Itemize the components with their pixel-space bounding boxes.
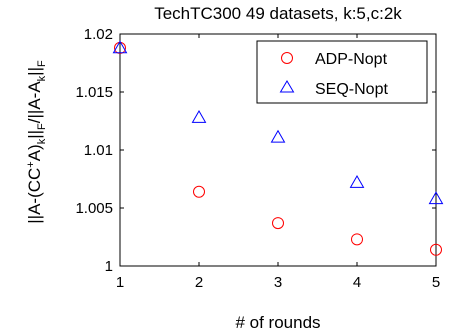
y-tick-label: 1.005 [75,200,113,217]
legend-label-adp-nopt: ADP-Nopt [315,51,388,68]
x-tick-label: 2 [195,274,203,291]
legend: ADP-Nopt SEQ-Nopt [256,40,428,104]
x-tick-label: 4 [353,274,361,291]
x-tick-label: 1 [116,274,124,291]
legend-circle-marker-icon [281,52,293,64]
y-tick-label: 1 [105,258,113,275]
adp-nopt-point [193,185,205,198]
x-axis-label: # of rounds [235,313,320,332]
x-tick-label: 3 [274,274,282,291]
adp-nopt-point [430,243,442,256]
y-tick-label: 1.015 [75,84,113,101]
y-axis-label: ||A-(CC+A)k||F/||A-Ak||F [25,60,48,224]
legend-box [256,40,428,104]
adp-nopt-point [351,233,363,246]
seq-nopt-point [428,191,444,205]
seq-nopt-point [112,40,128,54]
seq-nopt-point [349,174,365,188]
seq-nopt-point [270,129,286,143]
x-tick-group: 1 2 3 4 5 [116,34,440,291]
y-tick-label: 1.01 [84,142,113,159]
chart-title: TechTC300 49 datasets, k:5,c:2k [154,4,402,23]
legend-label-seq-nopt: SEQ-Nopt [315,81,388,98]
seq-nopt-point [191,110,207,123]
legend-triangle-marker-icon [279,80,295,93]
y-tick-label: 1.02 [84,26,113,43]
data-marks [112,40,444,256]
x-tick-label: 5 [432,274,440,291]
y-tick-group: 1 1.005 1.01 1.015 1.02 [75,26,436,275]
adp-nopt-point [272,217,284,230]
